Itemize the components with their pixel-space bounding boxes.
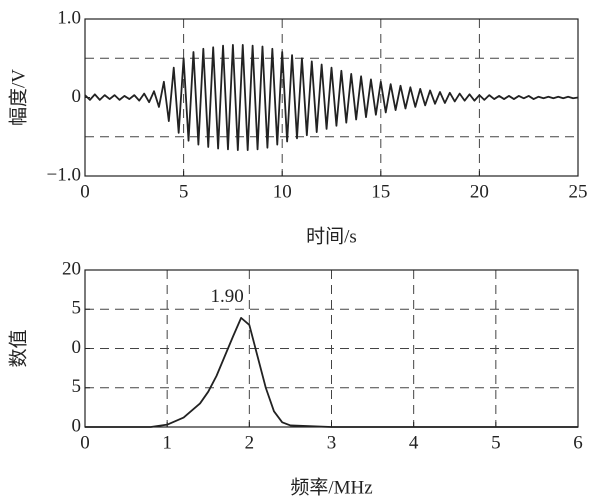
- peak-annotation: 1.90: [210, 286, 243, 307]
- data-line: [85, 316, 578, 428]
- y-tick-label: 1.0: [57, 7, 81, 28]
- x-tick-label: 6: [573, 432, 583, 453]
- x-tick-label: 4: [409, 432, 419, 453]
- x-axis-label: 频率/MHz: [290, 476, 372, 498]
- x-tick-label: 25: [569, 181, 588, 202]
- y-tick-label: 0: [72, 415, 82, 436]
- x-tick-label: 20: [470, 181, 489, 202]
- x-tick-label: 5: [179, 181, 189, 202]
- y-tick-label: 20: [62, 258, 81, 279]
- x-tick-label: 5: [491, 432, 501, 453]
- y-tick-label: 0: [72, 86, 82, 107]
- y-axis-label: 数值: [7, 329, 29, 367]
- x-tick-label: 2: [245, 432, 255, 453]
- x-tick-label: 10: [273, 181, 292, 202]
- y-tick-label: 5: [72, 376, 82, 397]
- y-tick-label: 5: [72, 298, 82, 319]
- y-tick-label: 0: [72, 337, 82, 358]
- x-tick-label: 3: [327, 432, 337, 453]
- data-line: [84, 44, 579, 151]
- x-axis-label: 时间/s: [306, 225, 357, 247]
- y-tick-label: −1.0: [47, 164, 81, 185]
- y-axis-label: 幅度/V: [7, 69, 29, 126]
- x-tick-label: 0: [80, 432, 90, 453]
- x-tick-label: 0: [80, 181, 90, 202]
- plot-frame: [84, 18, 579, 177]
- x-tick-label: 15: [371, 181, 390, 202]
- x-tick-label: 1: [162, 432, 172, 453]
